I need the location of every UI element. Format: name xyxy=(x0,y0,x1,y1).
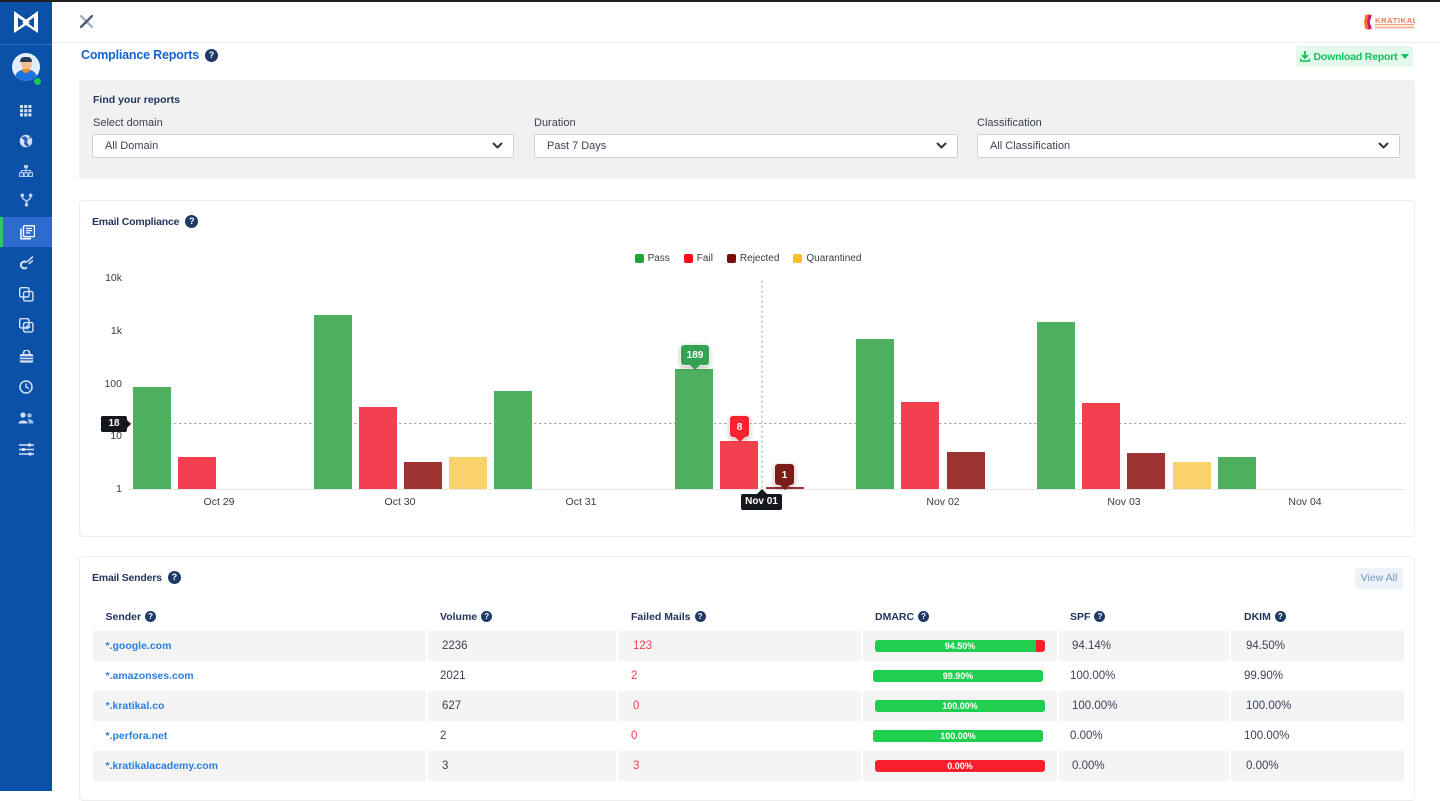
svg-text:KRATIKAL: KRATIKAL xyxy=(1375,16,1415,25)
